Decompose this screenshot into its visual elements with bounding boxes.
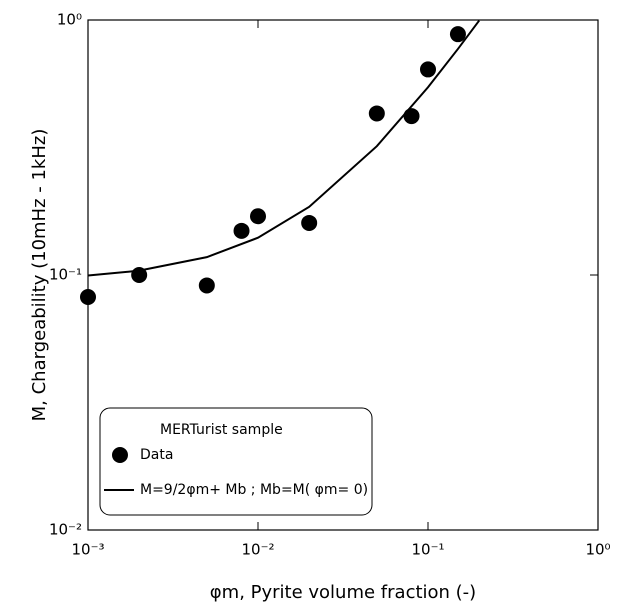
y-tick-label: 10⁰ bbox=[57, 11, 82, 29]
data-point bbox=[233, 222, 250, 239]
data-point bbox=[403, 108, 420, 125]
data-point bbox=[250, 208, 266, 225]
data-point bbox=[198, 277, 215, 294]
x-tick-label: 10⁻³ bbox=[71, 541, 104, 559]
x-tick-label: 10⁰ bbox=[585, 541, 610, 559]
x-tick-label: 10⁻¹ bbox=[411, 541, 444, 559]
y-axis-label: M, Chargeability (10mHz - 1kHz) bbox=[29, 129, 50, 422]
legend-marker bbox=[112, 447, 128, 463]
data-point bbox=[80, 288, 96, 305]
x-axis-label: φm, Pyrite volume fraction (-) bbox=[210, 582, 476, 603]
x-tick-label: 10⁻² bbox=[241, 541, 274, 559]
data-point bbox=[301, 214, 318, 231]
data-point bbox=[449, 26, 466, 43]
y-tick-label: 10⁻¹ bbox=[49, 266, 82, 284]
y-tick-label: 10⁻² bbox=[49, 521, 82, 539]
data-point bbox=[368, 105, 385, 122]
legend-title: MERTurist sample bbox=[160, 422, 283, 438]
data-point bbox=[420, 61, 436, 78]
legend-label: M=9/2φm+ Mb ; Mb=M( φm= 0) bbox=[140, 482, 368, 498]
legend-label: Data bbox=[140, 447, 173, 463]
legend-box bbox=[99, 407, 373, 516]
fit-line bbox=[87, 19, 480, 277]
